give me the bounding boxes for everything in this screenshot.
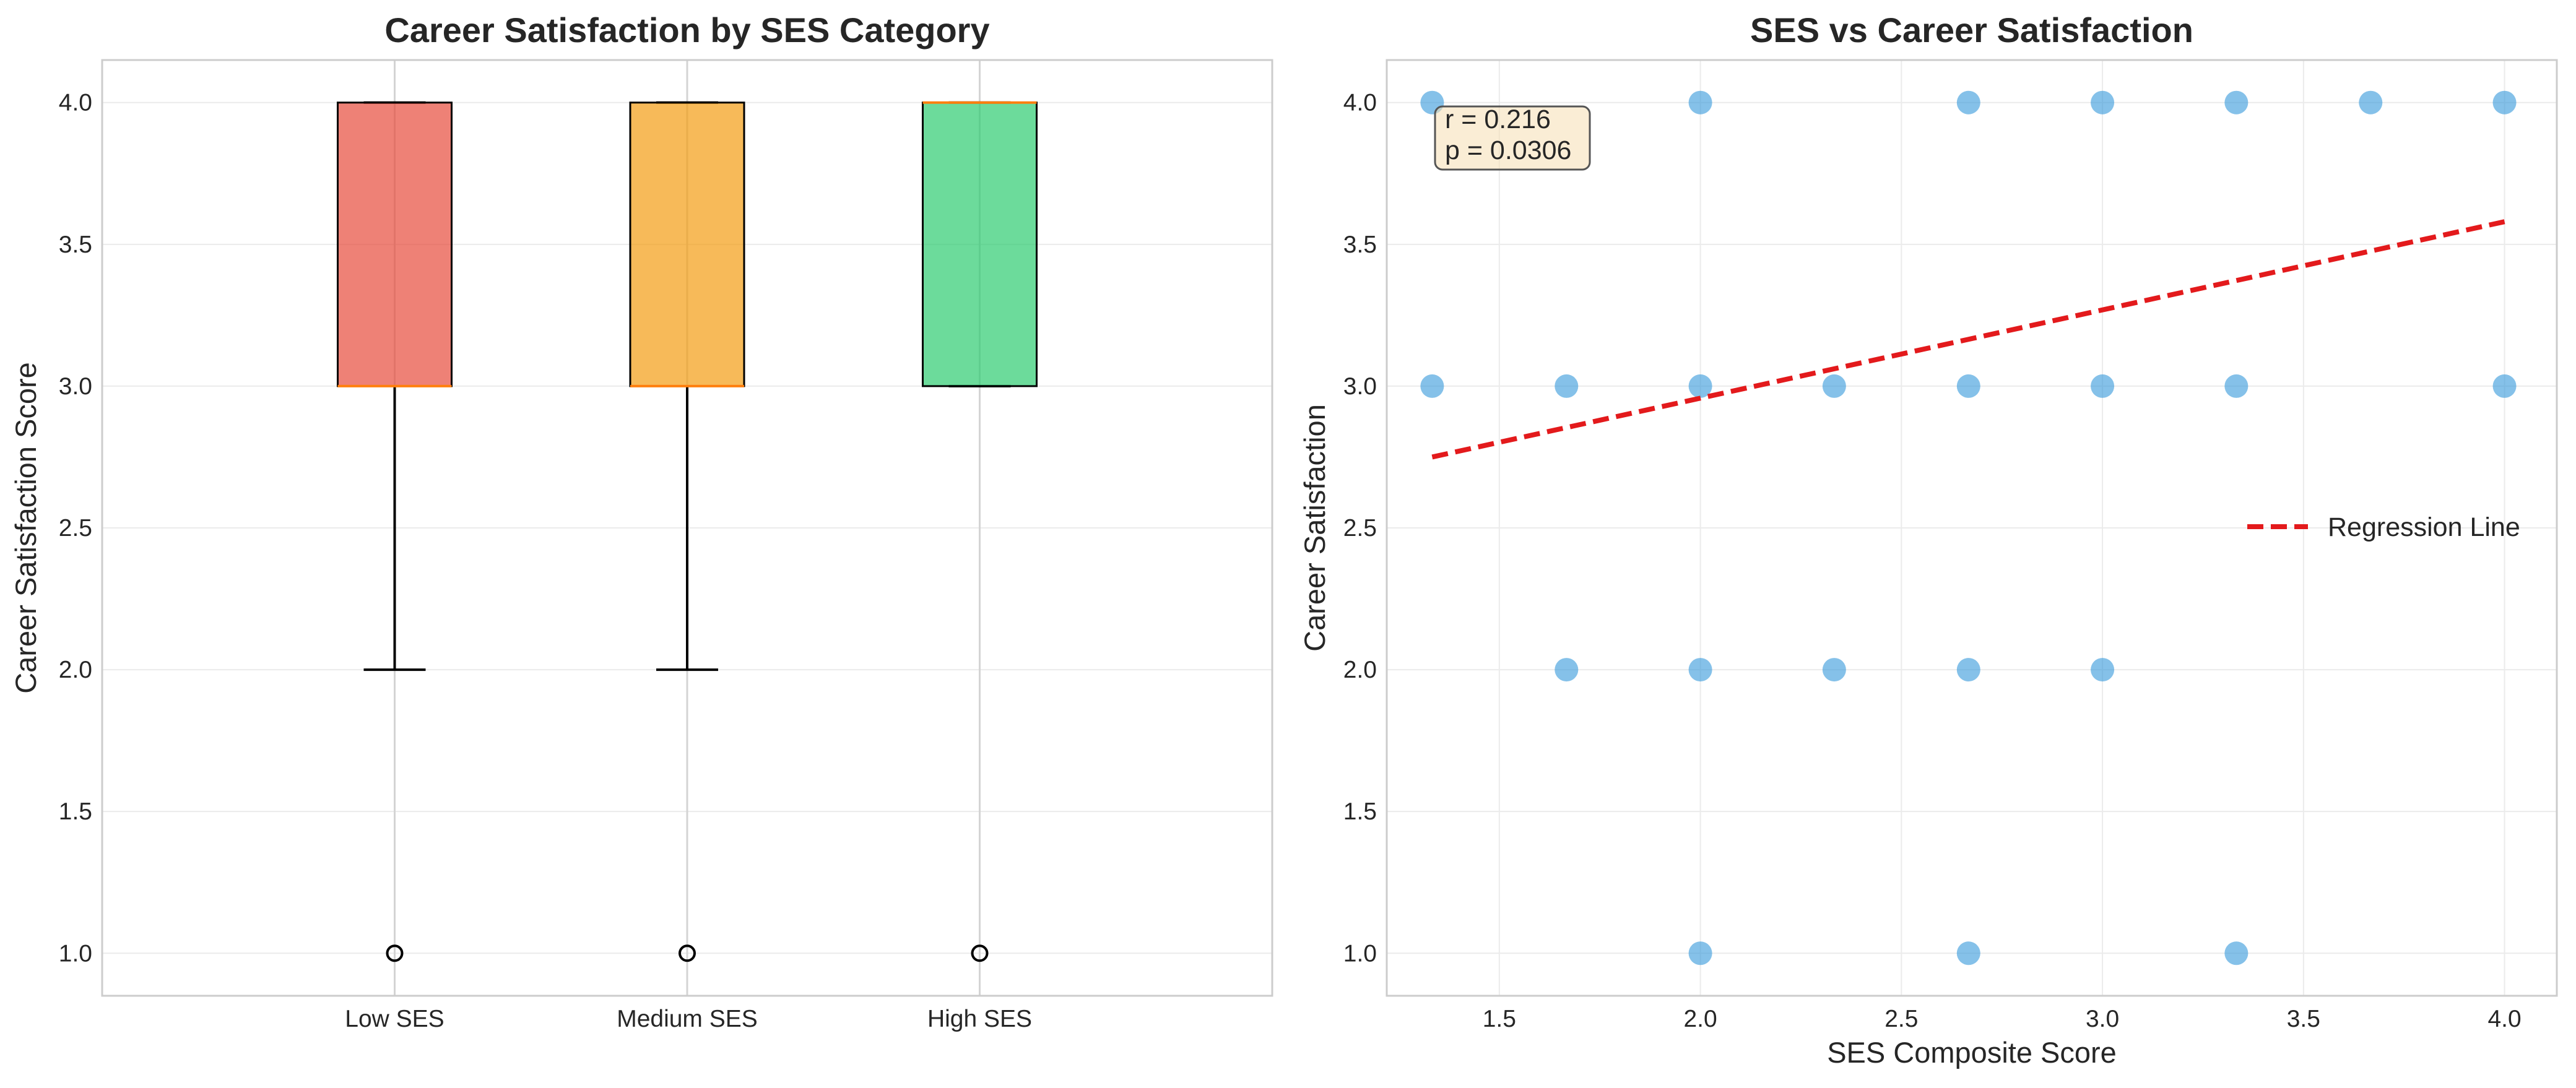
regression-line-group (1431, 219, 2505, 460)
scatter-point (2091, 90, 2115, 114)
stats-p-value: p = 0.0306 (1445, 136, 1571, 165)
box-iqr (337, 101, 453, 387)
y-tick-label: 4.0 (1343, 90, 1377, 116)
outlier-point (679, 944, 696, 962)
scatter-points (1420, 90, 2517, 965)
scatter-point (1688, 941, 1712, 965)
scatter-point (2492, 90, 2517, 114)
box-plot-y-ticks: 1.0 1.5 2.0 2.5 3.0 3.5 4.0 (59, 90, 92, 967)
y-tick-label: 1.0 (1343, 940, 1377, 967)
scatter-point (2224, 374, 2249, 398)
x-tick-label: High SES (927, 1006, 1032, 1032)
box-plot-x-ticks: Low SES Medium SES High SES (345, 1006, 1032, 1032)
y-tick-label: 4.0 (59, 90, 92, 116)
scatter-point (2224, 941, 2249, 965)
box-high-ses (922, 101, 1038, 962)
stats-annotation: r = 0.216 p = 0.0306 (1434, 105, 1591, 171)
y-tick-label: 2.0 (1343, 657, 1377, 683)
scatter-x-ticks: 1.5 2.0 2.5 3.0 3.5 4.0 (1483, 1006, 2522, 1032)
scatter-y-axis-label: Career Satisfaction (1298, 404, 1331, 652)
y-tick-label: 3.0 (59, 373, 92, 400)
scatter-x-axis-label: SES Composite Score (1827, 1036, 2117, 1069)
y-tick-label: 2.0 (59, 657, 92, 683)
scatter-point (1822, 374, 1846, 398)
y-tick-label: 2.5 (59, 515, 92, 542)
box-low-ses (337, 101, 453, 962)
box-iqr (922, 101, 1038, 387)
scatter-frame (1386, 59, 2558, 997)
scatter-y-ticks: 1.0 1.5 2.0 2.5 3.0 3.5 4.0 (1343, 90, 1377, 967)
y-tick-label: 1.5 (1343, 798, 1377, 825)
outlier-point (386, 944, 404, 962)
scatter-point (2359, 90, 2383, 114)
scatter-point (1688, 374, 1712, 398)
scatter-point (1555, 374, 1579, 398)
box-plot-panel: 1.0 1.5 2.0 2.5 3.0 3.5 4.0 Low SES Medium SES H… (9, 11, 1273, 1032)
box-plot-y-axis-label: Career Satisfaction Score (9, 362, 42, 694)
x-tick-label: 3.5 (2287, 1006, 2320, 1032)
regression-line (1431, 219, 2505, 460)
box-medium-ses (629, 101, 745, 962)
scatter-point (1956, 941, 1980, 965)
scatter-point (1420, 374, 1444, 398)
scatter-point (2091, 374, 2115, 398)
x-tick-label: 2.0 (1683, 1006, 1717, 1032)
scatter-point (1555, 658, 1579, 682)
y-tick-label: 3.5 (59, 231, 92, 258)
box-iqr (629, 101, 745, 387)
scatter-point (1688, 658, 1712, 682)
outlier-point (971, 944, 989, 962)
x-tick-label: 2.5 (1884, 1006, 1918, 1032)
x-tick-label: Medium SES (617, 1006, 758, 1032)
y-tick-label: 2.5 (1343, 515, 1377, 542)
x-tick-label: Low SES (345, 1006, 444, 1032)
scatter-panel: 1.0 1.5 2.0 2.5 3.0 3.5 4.0 1.5 2.0 2.5 3.0 3.5 4.0… (1298, 11, 2558, 1069)
y-tick-label: 1.0 (59, 940, 92, 967)
y-tick-label: 1.5 (59, 798, 92, 825)
x-tick-label: 3.0 (2086, 1006, 2119, 1032)
x-tick-label: 1.5 (1483, 1006, 1516, 1032)
box-plot-title: Career Satisfaction by SES Category (384, 11, 989, 50)
scatter-point (1956, 658, 1980, 682)
scatter-point (2224, 90, 2249, 114)
scatter-title: SES vs Career Satisfaction (1750, 11, 2193, 50)
scatter-point (1956, 374, 1980, 398)
y-tick-label: 3.5 (1343, 231, 1377, 258)
legend-regression-line-label: Regression Line (2328, 512, 2520, 542)
x-tick-label: 4.0 (2487, 1006, 2521, 1032)
scatter-legend: Regression Line (2247, 512, 2520, 542)
stats-annotation-box (1434, 105, 1591, 171)
scatter-point (1956, 90, 1980, 114)
scatter-point (1822, 658, 1846, 682)
stats-r-value: r = 0.216 (1445, 105, 1551, 134)
scatter-point (2091, 658, 2115, 682)
box-plot-frame (101, 59, 1273, 997)
scatter-point (2492, 374, 2517, 398)
y-tick-label: 3.0 (1343, 373, 1377, 400)
box-plot-boxes (337, 101, 1038, 962)
scatter-point (1688, 90, 1712, 114)
